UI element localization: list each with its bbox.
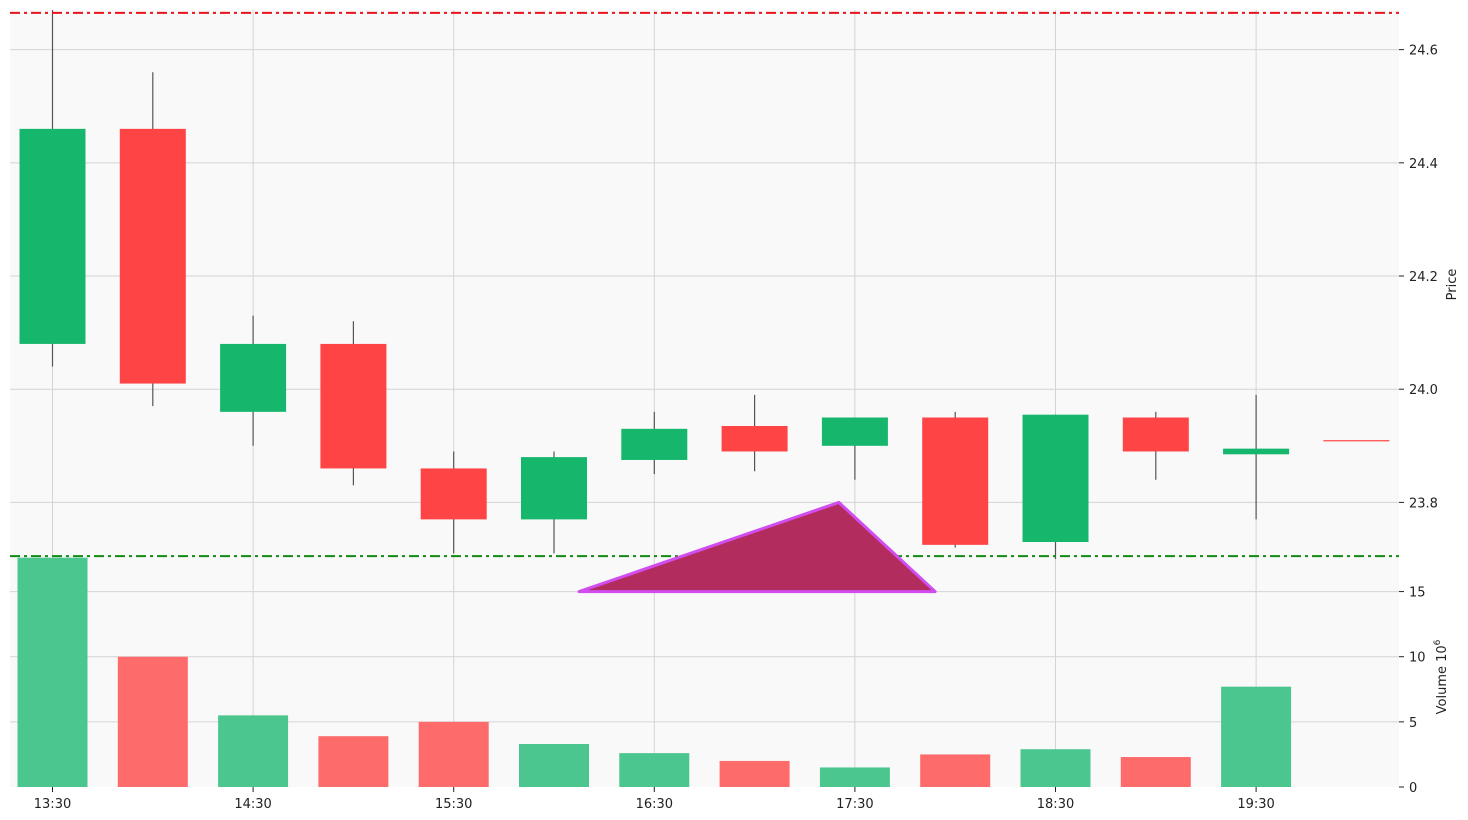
volume-tick-label: 0 <box>1409 781 1417 796</box>
candle-body <box>1323 440 1390 442</box>
candle-body <box>621 428 688 460</box>
candle-body <box>521 457 587 520</box>
candle-body <box>220 343 287 412</box>
volume-bar <box>920 754 991 787</box>
candle-body <box>922 417 989 545</box>
volume-bar <box>1120 757 1191 787</box>
x-tick-label: 16:30 <box>636 797 673 812</box>
volume-bar <box>819 767 890 787</box>
candle-body <box>1122 417 1189 452</box>
axes: 23.8 24.0 24.2 24.4 24.6 0 5 10 15 13:30 14:30 15:3… <box>34 44 1460 812</box>
price-tick-label: 24.0 <box>1409 383 1438 398</box>
volume-bar <box>719 760 790 787</box>
x-tick-label: 17:30 <box>836 797 873 812</box>
volume-bar <box>17 557 88 787</box>
volume-bars <box>17 557 1292 787</box>
price-tick-label: 24.4 <box>1409 157 1438 172</box>
annotations <box>577 500 937 594</box>
candle-body <box>420 468 487 520</box>
grid <box>10 10 1399 787</box>
candle-body <box>119 128 186 384</box>
candle-body <box>320 343 387 469</box>
volume-tick-label: 10 <box>1409 651 1426 666</box>
volume-bar <box>318 736 389 787</box>
candle-body <box>1022 414 1089 543</box>
x-tick-label: 19:30 <box>1237 797 1274 812</box>
volume-bar <box>418 721 489 787</box>
volume-bar <box>1020 749 1091 787</box>
volume-axis-title: Volume 106 <box>1433 639 1450 714</box>
volume-tick-label: 15 <box>1409 586 1426 601</box>
price-tick-label: 24.6 <box>1409 44 1438 59</box>
candles <box>19 10 1390 559</box>
x-tick-label: 15:30 <box>435 797 472 812</box>
volume-axis-exponent: 6 <box>1433 639 1443 645</box>
volume-bar <box>1221 686 1292 787</box>
price-tick-label: 24.2 <box>1409 270 1438 285</box>
x-tick-label: 14:30 <box>234 797 271 812</box>
candle-body <box>1223 448 1290 455</box>
volume-bar <box>619 753 690 787</box>
annotation-triangle <box>577 500 937 594</box>
candle-body <box>721 425 788 452</box>
volume-bar <box>117 656 188 787</box>
price-tick-label: 23.8 <box>1409 496 1438 511</box>
volume-tick-label: 5 <box>1409 716 1417 731</box>
volume-bar <box>218 715 289 787</box>
candle-body <box>19 128 86 344</box>
x-tick-label: 13:30 <box>34 797 71 812</box>
candle-body <box>821 417 888 446</box>
volume-axis-title-text: Volume 10 <box>1435 645 1450 714</box>
volume-bar <box>519 744 589 787</box>
x-tick-label: 18:30 <box>1037 797 1074 812</box>
price-axis-title: Price <box>1445 269 1460 301</box>
plot-background <box>10 10 1399 787</box>
